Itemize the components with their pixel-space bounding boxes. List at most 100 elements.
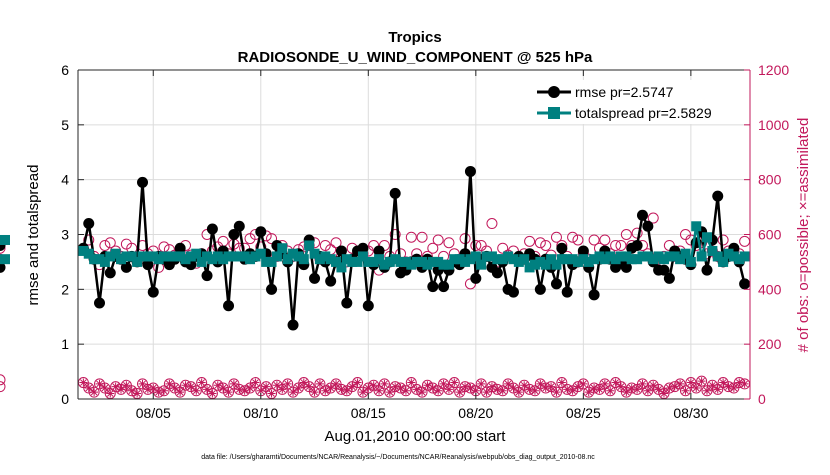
- obs-assimilated-star: [477, 379, 486, 388]
- obs-assimilated-star: [428, 384, 437, 393]
- totalspread-point: [196, 256, 207, 267]
- obs-assimilated-circle: [529, 385, 541, 397]
- totalspread-point: [304, 240, 315, 251]
- totalspread-point: [228, 251, 239, 262]
- obs-assimilated-star: [154, 388, 163, 397]
- obs-assimilated-star: [584, 388, 593, 397]
- obs-possible-marker: [647, 212, 659, 224]
- obs-assimilated-circle: [249, 377, 261, 389]
- rmse-point: [325, 275, 337, 287]
- obs-possible-marker: [470, 239, 482, 251]
- obs-assimilated-marker: [352, 377, 364, 389]
- totalspread-point: [535, 256, 546, 267]
- obs-assimilated-marker: [475, 378, 487, 390]
- obs-assimilated-marker: [432, 385, 444, 397]
- obs-possible-marker: [534, 237, 546, 249]
- obs-assimilated-circle: [0, 374, 6, 386]
- obs-assimilated-star: [299, 378, 308, 387]
- obs-assimilated-star: [143, 385, 152, 394]
- rmse-point: [357, 242, 369, 254]
- totalspread-point: [718, 256, 729, 267]
- totalspread-point: [460, 256, 471, 267]
- obs-assimilated-star: [654, 385, 663, 394]
- chart-subtitle: RADIOSONDE_U_WIND_COMPONENT @ 525 hPa: [238, 49, 593, 66]
- totalspread-point: [433, 256, 444, 267]
- totalspread-point: [492, 254, 503, 265]
- obs-assimilated-star: [165, 379, 174, 388]
- rmse-point: [507, 286, 519, 298]
- chart-title: Tropics: [388, 29, 441, 46]
- totalspread-point: [78, 245, 89, 256]
- obs-assimilated-marker: [309, 386, 321, 398]
- rmse-point: [534, 283, 546, 295]
- totalspread-point: [658, 254, 669, 265]
- obs-assimilated-star: [342, 386, 351, 395]
- obs-possible-marker: [620, 229, 632, 240]
- totalspread-point: [212, 251, 223, 262]
- totalspread-point: [454, 254, 465, 265]
- obs-assimilated-star: [434, 386, 443, 395]
- obs-assimilated-marker: [497, 385, 509, 397]
- obs-assimilated-star: [251, 378, 260, 387]
- rmse-point: [287, 319, 299, 331]
- totalspread-point: [395, 256, 406, 267]
- obs-assimilated-star: [708, 381, 717, 390]
- totalspread-point: [89, 254, 100, 265]
- obs-assimilated-marker: [0, 374, 6, 386]
- obs-assimilated-star: [530, 386, 539, 395]
- obs-possible-marker: [524, 235, 536, 247]
- totalspread-point: [137, 251, 148, 262]
- legend-spread-marker: [548, 107, 560, 119]
- obs-assimilated-star: [117, 385, 126, 394]
- obs-assimilated-star: [600, 379, 609, 388]
- obs-assimilated-circle: [475, 378, 487, 390]
- totalspread-point: [728, 251, 739, 262]
- obs-assimilated-star: [111, 382, 120, 391]
- totalspread-point: [159, 251, 170, 262]
- obs-assimilated-star: [471, 386, 480, 395]
- obs-possible-marker: [486, 218, 498, 230]
- obs-assimilated-circle: [378, 378, 390, 390]
- y-tick-label: 2: [61, 281, 69, 297]
- obs-possible-marker: [83, 234, 95, 246]
- totalspread-point: [567, 254, 578, 265]
- rmse-point: [147, 286, 159, 298]
- rmse-point: [739, 278, 751, 290]
- obs-possible-marker: [610, 239, 622, 251]
- obs-assimilated-marker: [314, 378, 326, 390]
- obs-assimilated-star: [525, 385, 534, 394]
- obs-assimilated-star: [267, 389, 276, 398]
- obs-assimilated-circle: [636, 378, 648, 390]
- obs-possible-marker: [497, 242, 509, 254]
- totalspread-point: [417, 256, 428, 267]
- obs-possible-marker: [389, 229, 401, 240]
- totalspread-point: [524, 262, 535, 273]
- legend-box: [532, 80, 740, 124]
- obs-assimilated-star: [638, 379, 647, 388]
- y2-tick-label: 200: [758, 336, 782, 352]
- totalspread-point: [610, 254, 621, 265]
- obs-assimilated-circle: [599, 378, 611, 390]
- obs-possible-marker: [550, 231, 562, 243]
- obs-assimilated-star: [176, 388, 185, 397]
- totalspread-point: [288, 248, 299, 259]
- obs-assimilated-circle: [432, 385, 444, 397]
- obs-assimilated-star: [568, 386, 577, 395]
- obs-possible-marker: [540, 239, 552, 251]
- obs-assimilated-star: [697, 377, 706, 386]
- obs-possible-marker: [432, 234, 444, 246]
- obs-assimilated-star: [466, 384, 475, 393]
- totalspread-point: [546, 254, 557, 265]
- obs-possible-marker: [416, 231, 428, 243]
- rmse-point: [636, 209, 648, 221]
- rmse-point: [83, 218, 95, 230]
- obs-assimilated-circle: [282, 378, 294, 390]
- obs-assimilated-star: [380, 379, 389, 388]
- obs-assimilated-star: [90, 388, 99, 397]
- totalspread-point: [685, 256, 696, 267]
- obs-assimilated-star: [670, 382, 679, 391]
- obs-assimilated-circle: [696, 375, 708, 387]
- obs-assimilated-marker: [696, 375, 708, 387]
- totalspread-point: [443, 259, 454, 270]
- obs-assimilated-star: [579, 379, 588, 388]
